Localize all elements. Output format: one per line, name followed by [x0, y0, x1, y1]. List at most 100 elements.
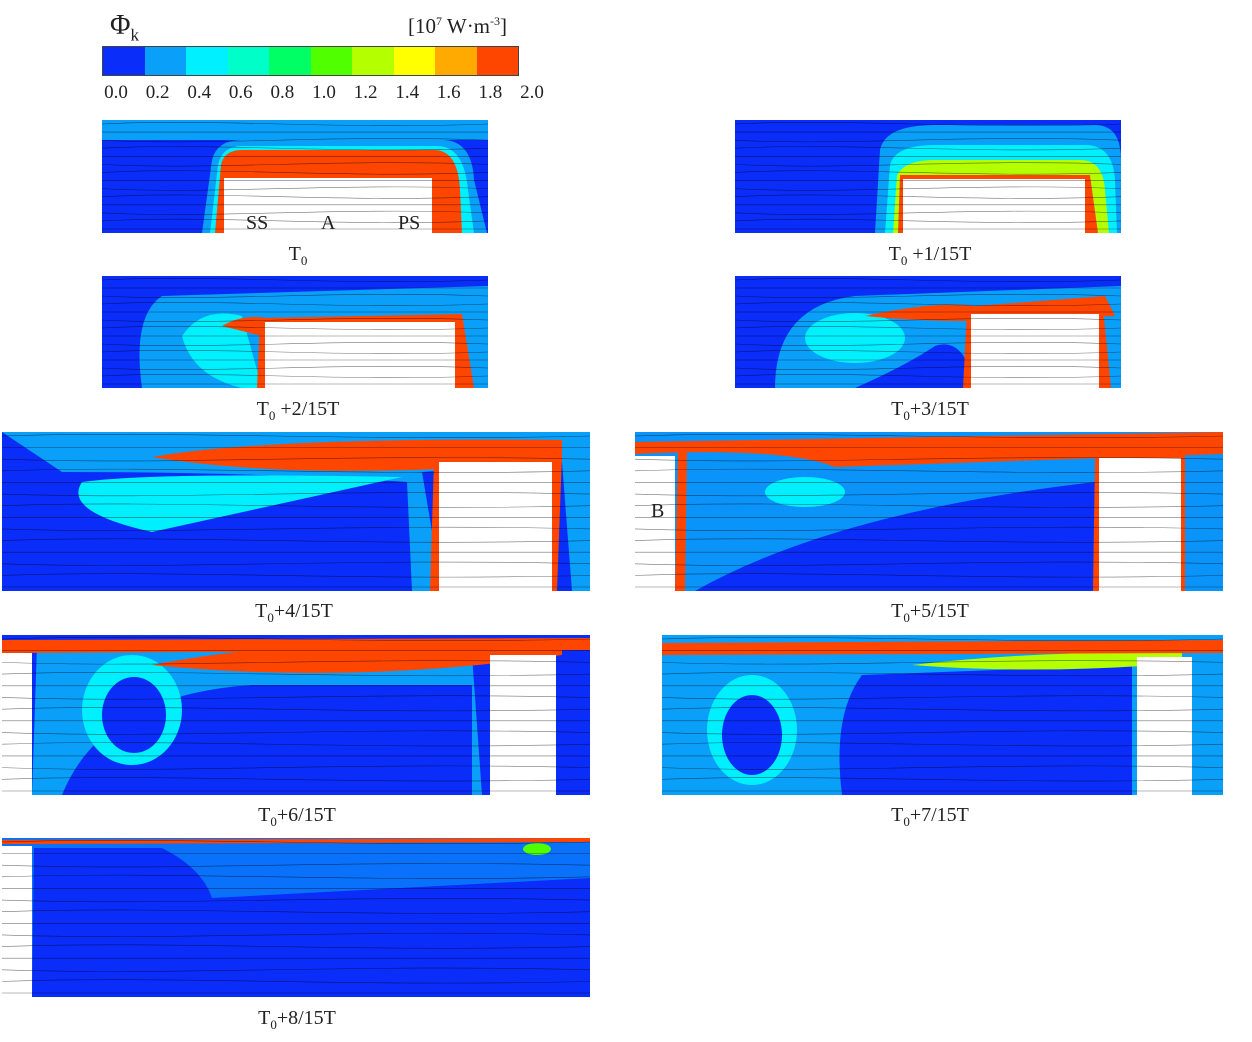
streamline [2, 457, 590, 462]
label-suffix: +6/15T [276, 804, 336, 826]
label-ps: PS [398, 212, 421, 234]
streamline [662, 742, 1223, 747]
streamline [735, 317, 1121, 323]
streamline [102, 277, 488, 283]
label-sub: 0 [903, 610, 910, 625]
streamline [662, 777, 1223, 782]
colorbar-segment [310, 47, 352, 75]
streamline [635, 503, 1223, 508]
streamline [2, 695, 590, 700]
streamline [2, 967, 590, 972]
streamline [735, 325, 1121, 331]
panel-time-label: T0+5/15T [891, 600, 969, 626]
streamline [735, 365, 1121, 371]
streamline [2, 979, 590, 984]
streamline [735, 186, 1121, 191]
streamline [735, 373, 1121, 379]
label-base: T [891, 600, 904, 622]
label-base: T [258, 1007, 271, 1029]
streamline [2, 944, 590, 949]
streamline [735, 277, 1121, 283]
streamline [662, 695, 1223, 700]
contour-panel-t4 [2, 432, 590, 591]
label-ss: SS [246, 212, 269, 234]
colorbar-tick-label: 1.0 [312, 82, 336, 103]
label-sub: 0 [267, 610, 274, 625]
label-base: T [256, 398, 269, 420]
colorbar-segment [269, 47, 311, 75]
streamline [635, 433, 1223, 439]
streamline [662, 707, 1223, 712]
streamline [2, 538, 590, 543]
panel-time-label: T0+8/15T [258, 1007, 336, 1033]
streamline [102, 170, 488, 175]
streamline [2, 492, 590, 497]
label-sub: 0 [903, 814, 910, 829]
label-suffix: +8/15T [276, 1007, 336, 1029]
streamline [635, 526, 1223, 531]
streamline [102, 162, 488, 167]
colorbar [102, 46, 519, 76]
streamline [735, 194, 1121, 199]
streamline [102, 121, 488, 127]
streamline [102, 365, 488, 371]
streamline [662, 636, 1223, 642]
streamline [102, 373, 488, 379]
colorbar-segment [144, 47, 186, 75]
streamline [735, 218, 1121, 223]
streamline [2, 730, 590, 735]
streamline [735, 170, 1121, 175]
panel-time-label: T0 +1/15T [889, 243, 972, 269]
streamline [735, 146, 1121, 151]
label-sub: 0 [270, 1017, 277, 1032]
streamline [102, 325, 488, 331]
streamline [2, 660, 590, 665]
colorbar-segment [352, 47, 394, 75]
colorbar-segment [186, 47, 228, 75]
label-suffix: +3/15T [909, 398, 969, 420]
contour-panel-t0: SS A PS [102, 120, 488, 234]
colorbar-tick-label: 2.0 [520, 82, 544, 103]
contour-panel-t7 [662, 635, 1223, 795]
panel-time-label: T0+3/15T [891, 398, 969, 424]
streamline [2, 874, 590, 879]
label-b: B [651, 500, 665, 522]
colorbar-tick-label: 1.2 [353, 82, 378, 103]
label-base: T [891, 804, 904, 826]
colorbar-tick-label: 0.8 [270, 82, 295, 103]
label-base: T [255, 600, 268, 622]
label-sub: 0 [268, 408, 276, 423]
label-sub: 0 [270, 814, 277, 829]
streamline [2, 433, 590, 439]
label-base: T [891, 398, 904, 420]
streamline [735, 162, 1121, 167]
label-suffix: +5/15T [909, 600, 969, 622]
colorbar-tick-label: 1.8 [478, 82, 503, 103]
label-sub: 0 [300, 253, 308, 268]
colorbar-segment [476, 47, 518, 75]
streamline [662, 660, 1223, 665]
label-suffix: +1/15T [907, 243, 972, 265]
streamline [635, 492, 1223, 497]
colorbar-segment [227, 47, 269, 75]
streamline [2, 636, 590, 642]
streamline [102, 194, 488, 199]
streamline [2, 765, 590, 770]
streamline [635, 468, 1223, 473]
panel-time-label: T0+7/15T [891, 804, 969, 830]
streamline [2, 573, 590, 578]
streamline [2, 932, 590, 937]
label-suffix: +7/15T [909, 804, 969, 826]
colorbar-tick-label: 1.4 [395, 82, 420, 103]
streamline [662, 672, 1223, 677]
streamline [635, 573, 1223, 578]
label-suffix: +4/15T [273, 600, 333, 622]
panel-time-label: T0+6/15T [258, 804, 336, 830]
streamline [102, 186, 488, 191]
panel-time-label: T0 [289, 243, 308, 269]
streamline [735, 210, 1121, 215]
panel-time-label: T0+4/15T [255, 600, 333, 626]
contour-panel-t6 [2, 635, 590, 795]
streamline [102, 301, 488, 307]
streamline [102, 317, 488, 323]
